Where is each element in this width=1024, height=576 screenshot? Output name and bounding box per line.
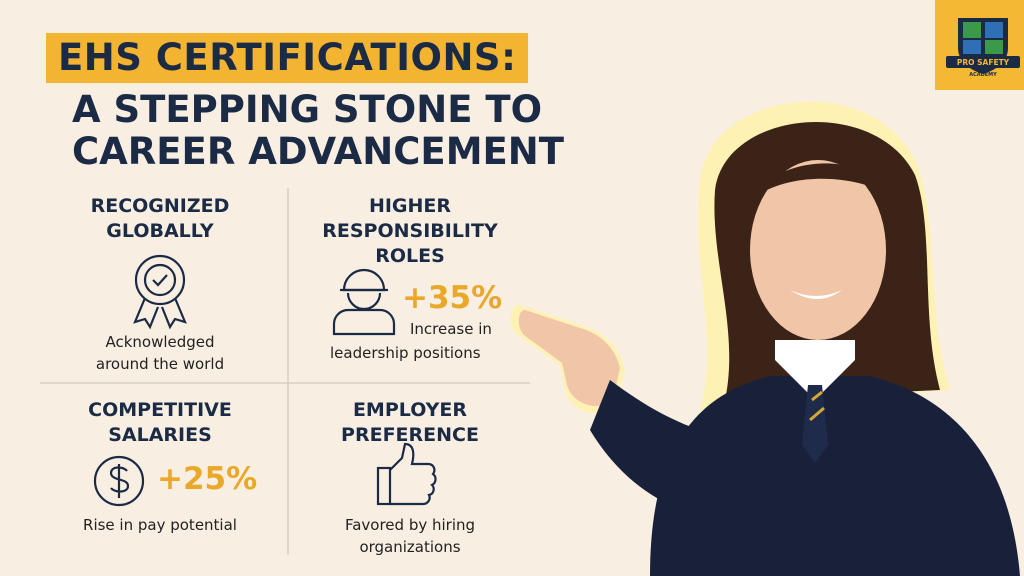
card-description: Increase in bbox=[410, 320, 492, 338]
thumbs-icon bbox=[376, 442, 437, 506]
card-stat: +25% bbox=[157, 461, 258, 497]
dollar-icon bbox=[93, 455, 145, 507]
title-highlight bbox=[46, 33, 528, 83]
title-line: EHS CERTIFICATIONS: bbox=[58, 36, 517, 79]
card-description: Rise in pay potential bbox=[83, 516, 237, 534]
card-title: COMPETITIVE SALARIES bbox=[88, 399, 232, 446]
award-icon bbox=[133, 254, 187, 330]
card-title: HIGHER RESPONSIBILITY ROLES bbox=[322, 195, 498, 267]
worker-icon bbox=[332, 268, 396, 336]
logo-subtitle: ACADEMY bbox=[969, 72, 997, 78]
title-line: A STEPPING STONE TO bbox=[72, 88, 543, 131]
card-title: EMPLOYER PREFERENCE bbox=[341, 399, 479, 446]
card-title: RECOGNIZED GLOBALLY bbox=[90, 195, 230, 242]
card-description: leadership positions bbox=[330, 344, 481, 362]
person-illustration bbox=[510, 101, 1020, 576]
card-description: Favored by hiring organizations bbox=[344, 516, 476, 556]
logo-name: PRO SAFETY bbox=[957, 58, 1010, 67]
card-description: Acknowledged around the world bbox=[95, 333, 225, 373]
title-line: CAREER ADVANCEMENT bbox=[72, 130, 565, 173]
card-stat: +35% bbox=[402, 280, 503, 316]
